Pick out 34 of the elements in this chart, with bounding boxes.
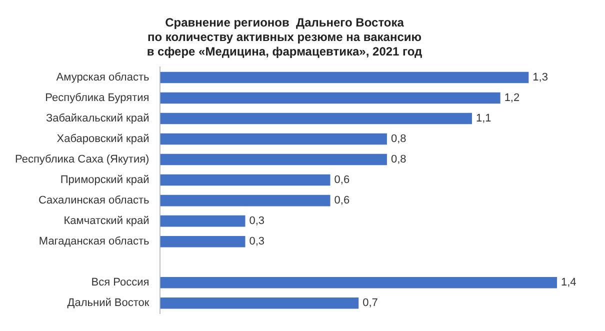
data-label: 0,8 (390, 154, 406, 166)
bar (160, 174, 330, 186)
bar (160, 298, 359, 309)
data-label: 0,6 (334, 174, 350, 186)
data-label: 1,4 (561, 276, 576, 289)
y-tick-label: Республика Бурятия (45, 92, 150, 104)
y-tick-label: Амурская область (56, 71, 150, 84)
data-label: 1,2 (504, 92, 520, 104)
bar (160, 92, 500, 104)
bar (160, 194, 330, 206)
y-tick-label: Забайкальский край (46, 112, 150, 125)
y-tick-label: Вся Россия (91, 276, 150, 289)
data-label: 0,6 (334, 194, 350, 207)
bar (160, 72, 529, 84)
data-label: 0,7 (362, 297, 378, 310)
y-tick-label: Магаданская область (38, 236, 150, 248)
chart-title: Сравнение регионов Дальнего Востока по количеству активных резюме на вакансию в сфере «Медицина, фармацевтика», 2021 год (146, 16, 423, 58)
bar (160, 112, 472, 124)
data-label: 0,3 (249, 215, 265, 228)
data-label: 1,3 (532, 71, 548, 84)
bar (160, 276, 557, 288)
y-tick-label: Сахалинская область (38, 194, 150, 207)
bar (160, 215, 246, 227)
y-tick-label: Приморский край (60, 174, 150, 186)
y-tick-label: Камчатский край (64, 215, 150, 228)
data-label: 1,1 (476, 112, 492, 125)
data-label: 0,8 (390, 133, 406, 146)
bar (160, 133, 387, 145)
y-tick-label: Дальний Восток (67, 297, 150, 310)
y-tick-label: Республика Саха (Якутия) (14, 154, 150, 166)
y-tick-label: Хабаровский край (56, 133, 150, 146)
data-label: 0,3 (249, 236, 265, 248)
bar (160, 154, 387, 166)
bar (160, 236, 246, 248)
